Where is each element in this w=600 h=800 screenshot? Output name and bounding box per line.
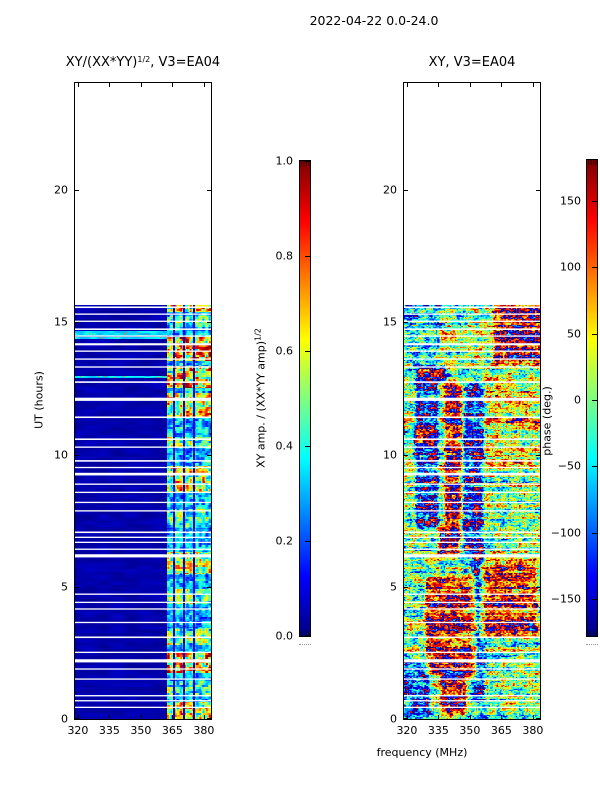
phase-colorbar-gradient [587, 160, 597, 636]
y-tick-label: 0 [390, 712, 397, 726]
amplitude-colorbar-label-main: XY amp. / (XX*YY amp) [254, 340, 268, 468]
y-tick-label: 0 [61, 712, 68, 726]
x-tick-label: 365 [490, 724, 512, 737]
y-tick-label: 10 [383, 448, 397, 462]
left-panel-title-main: XY/(XX*YY) [65, 55, 138, 70]
amplitude-spectrogram-panel [74, 82, 212, 720]
y-tick-label: 20 [54, 183, 68, 197]
amplitude-colorbar-underdots [299, 644, 311, 645]
y-tick-label: 20 [383, 183, 397, 197]
colorbar-tick-label: −150 [550, 592, 581, 606]
left-panel-title-sup: 1/2 [137, 55, 151, 64]
colorbar-tick-label: 0.4 [275, 439, 294, 453]
colorbar-tick-label: 0.6 [275, 344, 294, 358]
amplitude-colorbar-label-sup: 1/2 [253, 328, 263, 341]
colorbar-tick-label: 0.8 [275, 249, 294, 263]
ut-axis-label: UT (hours) [32, 371, 46, 429]
x-tick-label: 380 [193, 724, 215, 737]
y-tick-label: 15 [383, 315, 397, 329]
left-panel-title: XY/(XX*YY)1/2, V3=EA04 [66, 55, 220, 70]
colorbar-tick-label: −50 [557, 459, 581, 473]
left-panel-title-rest: , V3=EA04 [150, 55, 221, 70]
x-tick-label: 320 [396, 724, 418, 737]
colorbar-tick-label: 0.0 [275, 629, 294, 643]
y-tick-label: 15 [54, 315, 68, 329]
amplitude-colorbar-label: XY amp. / (XX*YY amp)1/2 [253, 328, 268, 468]
x-tick-label: 380 [522, 724, 544, 737]
colorbar-tick-label: 1.0 [275, 154, 294, 168]
y-tick-label: 5 [390, 580, 397, 594]
x-tick-label: 350 [459, 724, 481, 737]
x-tick-label: 335 [427, 724, 449, 737]
phase-heatmap [404, 83, 540, 719]
x-tick-label: 320 [67, 724, 89, 737]
phase-spectrogram-panel [403, 82, 541, 720]
x-tick-label: 365 [161, 724, 183, 737]
amplitude-colorbar [299, 160, 311, 637]
x-tick-label: 335 [98, 724, 120, 737]
phase-colorbar [586, 159, 598, 637]
frequency-axis-label: frequency (MHz) [376, 746, 468, 759]
colorbar-tick-label: −100 [550, 526, 581, 540]
figure-title: 2022-04-22 0.0-24.0 [309, 13, 439, 28]
colorbar-tick-label: 150 [560, 194, 581, 208]
phase-colorbar-label: phase (deg.) [540, 386, 554, 456]
colorbar-tick-label: 50 [567, 327, 581, 341]
colorbar-tick-label: 0.2 [275, 534, 294, 548]
colorbar-tick-label: 100 [560, 260, 581, 274]
amplitude-colorbar-gradient [300, 161, 310, 636]
phase-colorbar-underdots [586, 644, 598, 645]
right-panel-title: XY, V3=EA04 [428, 55, 516, 70]
y-tick-label: 5 [61, 580, 68, 594]
colorbar-tick-label: 0 [574, 393, 581, 407]
x-tick-label: 350 [130, 724, 152, 737]
y-tick-label: 10 [54, 448, 68, 462]
amplitude-heatmap [75, 83, 211, 719]
